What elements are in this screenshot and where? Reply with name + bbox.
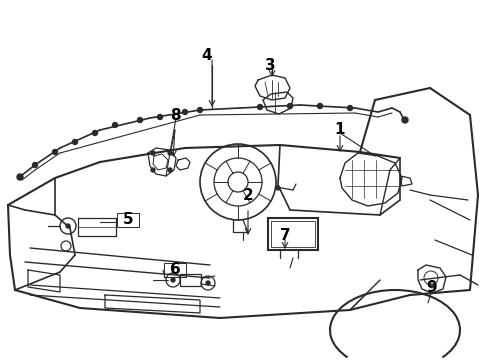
Circle shape [171, 278, 175, 282]
Circle shape [151, 151, 155, 155]
Circle shape [317, 104, 322, 108]
Text: 5: 5 [122, 212, 133, 228]
Circle shape [275, 186, 280, 190]
Circle shape [168, 168, 172, 172]
Circle shape [92, 130, 97, 135]
Circle shape [137, 117, 142, 122]
Circle shape [72, 139, 77, 144]
Text: 4: 4 [201, 48, 212, 63]
Text: 9: 9 [426, 280, 436, 296]
Circle shape [168, 151, 172, 155]
Text: 6: 6 [169, 262, 180, 278]
Circle shape [182, 109, 187, 114]
Circle shape [32, 162, 38, 167]
Circle shape [205, 281, 209, 285]
Circle shape [157, 114, 162, 120]
Circle shape [66, 224, 70, 228]
Circle shape [17, 174, 23, 180]
Text: 8: 8 [169, 108, 180, 122]
Text: 1: 1 [334, 122, 345, 138]
Circle shape [52, 149, 58, 154]
Circle shape [287, 104, 292, 108]
Circle shape [401, 117, 407, 123]
Text: 3: 3 [264, 58, 275, 72]
Circle shape [197, 108, 202, 112]
Circle shape [112, 122, 117, 127]
Text: 2: 2 [242, 188, 253, 202]
Text: 7: 7 [279, 228, 290, 243]
Circle shape [257, 104, 262, 109]
Circle shape [347, 105, 352, 111]
Circle shape [151, 168, 155, 172]
